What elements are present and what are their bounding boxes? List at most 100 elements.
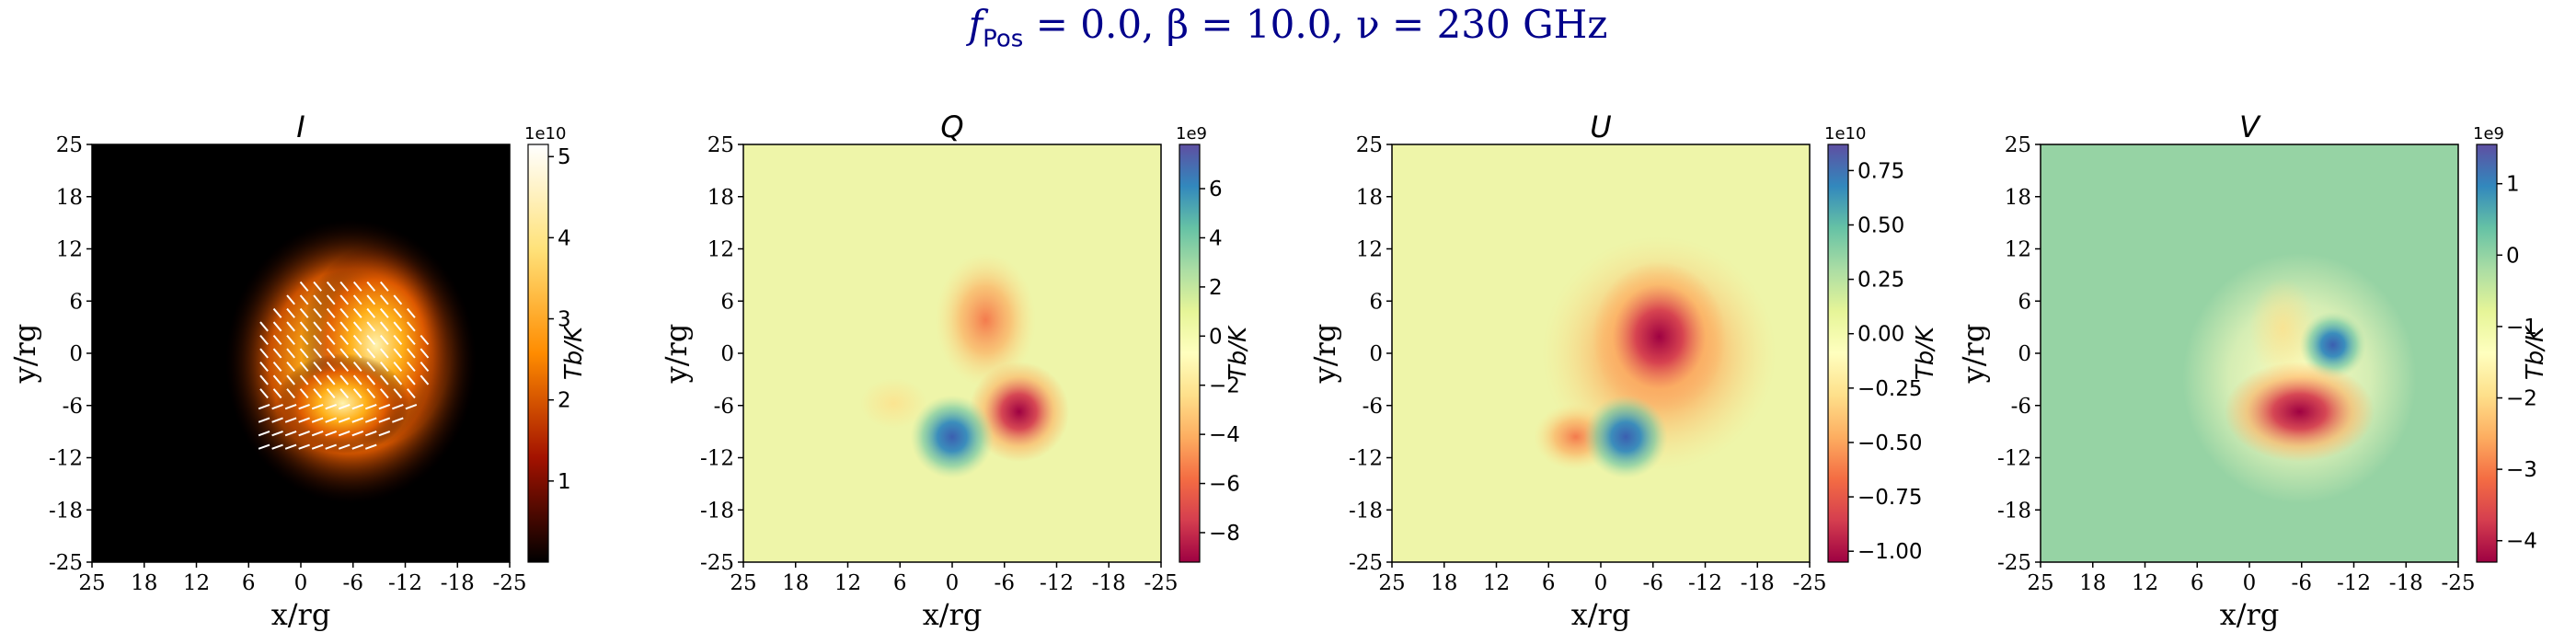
heatmap-field [860,253,1070,479]
colorbar-scale [1179,144,1201,563]
polarization-tick [392,403,404,410]
heatmap-feature [275,353,410,454]
panel-title: I [296,109,305,144]
polarization-tick [378,417,391,423]
polarization-tick [299,334,309,345]
x-tick-label: 25 [730,571,756,595]
y-tick-label: -12 [700,447,734,471]
x-axis-label: x/rg [2220,597,2280,632]
x-tick-label: 18 [131,571,157,595]
polarization-tick [379,362,389,373]
x-tick-label: -12 [388,571,422,595]
polarization-tick [326,307,336,318]
polarization-tick [313,362,323,373]
x-tick-label: -25 [1792,571,1826,595]
polarization-tick [325,431,338,437]
polarization-tick [326,374,336,385]
polarization-tick [313,374,323,385]
x-tick-label: -18 [1741,571,1775,595]
colorbar-tick-label: 5 [558,145,571,169]
x-tick-label: -25 [2441,571,2475,595]
x-tick-label: -12 [1688,571,1722,595]
x-tick-label: 6 [1542,571,1556,595]
polarization-tick [420,374,430,385]
y-tick-label: 25 [2005,133,2031,157]
polarization-tick [299,388,309,399]
polarization-tick [272,348,282,359]
heatmap-field [1534,236,1777,479]
y-tick-label: 18 [1356,186,1383,210]
y-tick-label: 18 [707,186,734,210]
x-tick-label: 25 [2027,571,2053,595]
polarization-tick [366,281,376,292]
y-tick-label: 0 [2018,342,2031,366]
x-tick-label: 12 [183,571,210,595]
polarization-tick [407,348,416,359]
polarization-tick [286,374,295,385]
colorbar-exponent: 1e9 [1176,124,1207,144]
x-axis-label: x/rg [271,597,331,632]
y-tick-label: 25 [56,133,83,157]
polarization-tick [299,281,309,292]
polarization-tick [286,294,295,305]
y-tick-label: -18 [1349,499,1383,523]
y-tick-label: -25 [1997,551,2031,575]
polarization-tick [286,348,295,359]
panel-title: V [2239,109,2261,144]
polarization-tick [379,374,389,385]
y-tick-label: 25 [1356,133,1383,157]
y-tick-label: 25 [707,133,734,157]
polarization-tick [286,321,295,332]
polarization-tick [299,307,309,318]
x-tick-label: 25 [78,571,105,595]
colorbar-tick-label: 0.00 [1857,323,1904,347]
colorbar-tick-label: −4 [2506,530,2537,554]
polarization-tick [298,417,310,423]
polarization-tick [299,294,309,305]
polarization-tick [351,417,364,423]
polarization-tick [339,294,350,305]
heatmap-feature [860,378,927,429]
heatmap-feature [1592,261,1727,412]
polarization-tick [259,321,269,332]
polarization-tick [364,403,377,410]
y-tick-label: -18 [700,499,734,523]
polarization-tick [325,443,338,450]
polarization-tick [271,417,283,423]
colorbar-tick-label: 4 [558,226,571,250]
polarization-tick [352,321,362,332]
polarization-tick [271,443,283,450]
polarization-tick [378,431,391,437]
polarization-tick [272,388,282,399]
heatmap-feature [1583,395,1668,479]
y-tick-label: -18 [49,499,83,523]
polarization-tick [272,374,282,385]
polarization-tick [284,443,297,450]
polarization-tick [393,362,403,373]
polarization-tick [352,362,362,373]
colorbar-tick-label: 0.75 [1857,159,1904,183]
polarization-tick [407,334,416,345]
colorbar: 1 0 −1 −2 −3 −4 1e9 Tb/K [2473,124,2549,563]
polarization-tick [393,348,403,359]
x-tick-label: 0 [294,571,308,595]
polarization-tick [366,348,376,359]
polarization-tick [311,403,324,410]
polarization-tick [379,388,389,399]
y-tick-label: 12 [707,238,734,262]
polarization-tick [366,321,376,332]
heatmap-field [225,219,477,504]
polarization-tick [326,294,336,305]
figure-title: fPos = 0.0, β = 10.0, ν = 230 GHz [0,2,2576,52]
polarization-tick [339,307,350,318]
polarization-tick [379,321,389,332]
polarization-tick [407,388,416,399]
x-tick-label: 18 [2079,571,2106,595]
polarization-tick [420,348,430,359]
polarization-tick [313,294,323,305]
polarization-tick [366,307,376,318]
polarization-tick [407,374,416,385]
polarization-tick [351,443,364,450]
x-axis-label: x/rg [1571,597,1631,632]
